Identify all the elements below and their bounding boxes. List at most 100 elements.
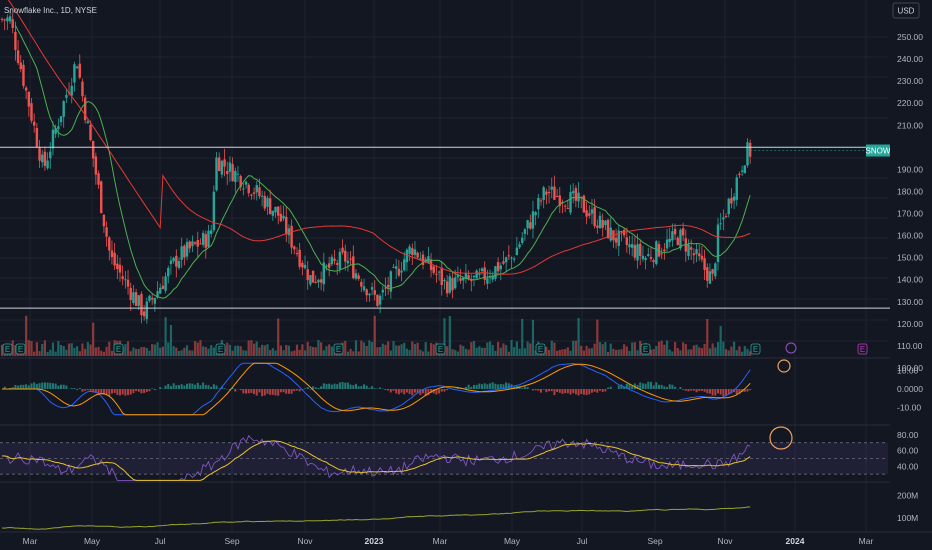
volume-bar (617, 349, 620, 356)
volume-bar (454, 350, 457, 356)
candle-body (333, 258, 336, 261)
candle-body (271, 210, 275, 216)
price-axis-label: 170.00 (897, 209, 923, 219)
candle-body (285, 216, 288, 235)
volume-bar (408, 350, 411, 356)
macd-histogram-bar (137, 389, 140, 392)
candle-body (6, 17, 9, 22)
volume-bar (732, 341, 736, 356)
candle-body (724, 216, 728, 218)
candle-body (695, 249, 698, 255)
volume-bar (486, 342, 489, 356)
price-axis[interactable]: 250.00 240.00 230.00 220.00 210.00 190.00 180.… (897, 32, 923, 523)
macd-histogram-bar (314, 387, 317, 389)
candle-body (590, 209, 594, 214)
volume-bar (78, 351, 81, 356)
candle-body (475, 270, 478, 279)
candle-body (314, 281, 317, 283)
candle-body (435, 273, 438, 275)
candle-body (137, 295, 140, 306)
volume-bar (531, 319, 535, 356)
volume-bar (110, 350, 114, 356)
candle-body (738, 173, 741, 175)
volume-bar (558, 350, 561, 356)
macd-histogram-bar (658, 384, 661, 389)
volume-bar (448, 316, 451, 356)
volume-bar (510, 340, 513, 356)
candle-body (571, 191, 575, 194)
earnings-marker[interactable] (333, 343, 344, 355)
earnings-marker[interactable] (113, 343, 124, 355)
candle-body (349, 258, 352, 260)
volume-bar (180, 350, 183, 356)
upcoming-earnings-marker[interactable] (857, 343, 868, 355)
candle-body (633, 245, 637, 258)
volume-bar (451, 349, 454, 356)
volume-bar (277, 318, 280, 356)
earnings-marker[interactable] (535, 343, 546, 355)
price-axis-label: 100M (897, 513, 918, 523)
volume-bar (362, 342, 366, 356)
volume-bar (515, 341, 518, 356)
macd-histogram-bar (255, 389, 258, 396)
macd-histogram-bar (49, 382, 52, 389)
macd-histogram-bar (167, 384, 170, 389)
volume-bar (156, 342, 159, 356)
candle-body (445, 281, 449, 294)
candle-body (639, 243, 642, 256)
macd-histogram-bar (172, 383, 175, 389)
earnings-marker[interactable] (435, 343, 446, 355)
dividend-marker-icon[interactable] (785, 342, 797, 354)
candle-body (169, 260, 173, 265)
macd-histogram-bar (127, 389, 130, 396)
earnings-marker[interactable] (15, 343, 26, 355)
macd-histogram-bar (561, 389, 564, 394)
candle-body (330, 256, 334, 265)
candle-body (735, 177, 738, 200)
macd-histogram-bar (679, 387, 682, 389)
macd-histogram-bar (722, 389, 725, 397)
macd-histogram-bar (38, 383, 41, 389)
currency-button[interactable]: USD (892, 2, 920, 19)
time-axis[interactable]: Mar May Jul Sep Nov 2023 Mar May Jul Sep Nov 2024 Ma… (0, 531, 932, 546)
volume-bar (344, 340, 347, 356)
time-axis-label: Nov (717, 536, 733, 546)
earnings-marker[interactable] (750, 343, 761, 355)
macd-histogram-bar (695, 389, 698, 393)
earnings-marker[interactable] (2, 343, 13, 355)
volume-bar (429, 342, 433, 356)
macd-histogram-bar (523, 386, 526, 389)
earnings-marker[interactable] (215, 343, 226, 355)
candle-body (201, 232, 205, 245)
candle-body (411, 248, 414, 256)
candle-body (504, 257, 508, 263)
volume-bar (703, 343, 706, 356)
macd-histogram-bar (97, 389, 100, 396)
candle-body (395, 266, 398, 269)
volume-bar (716, 342, 720, 356)
candle-body (563, 205, 567, 207)
volume-bar (389, 350, 392, 356)
candle-body (341, 247, 344, 253)
volume-bar (357, 351, 360, 356)
macd-histogram-bar (9, 387, 12, 389)
macd-histogram-bar (365, 385, 368, 389)
macd-histogram-bar (716, 389, 719, 394)
macd-histogram-bar (295, 389, 298, 391)
volume-bar (325, 346, 328, 356)
candle-body (277, 206, 280, 216)
macd-histogram-bar (33, 382, 36, 389)
macd-histogram-bar (572, 389, 575, 394)
macd-histogram-bar (129, 389, 132, 395)
price-axis-label: 140.00 (897, 275, 923, 285)
macd-histogram-bar (467, 384, 470, 389)
macd-histogram-bar (604, 389, 607, 392)
obv-pane (1, 506, 751, 530)
macd-histogram-bar (325, 383, 328, 389)
volume-bar (421, 351, 425, 356)
earnings-marker[interactable] (640, 343, 651, 355)
macd-histogram-bar (400, 389, 403, 393)
volume-bar (523, 348, 527, 356)
